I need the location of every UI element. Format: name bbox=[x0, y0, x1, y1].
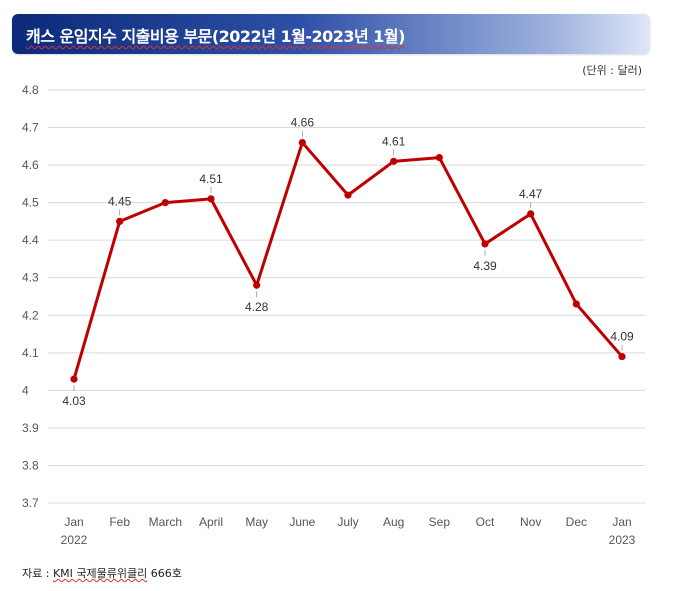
x-tick-label: Feb bbox=[109, 515, 130, 529]
x-tick-label: June bbox=[289, 515, 315, 529]
source-prefix: 자료 : bbox=[22, 567, 53, 580]
y-tick-label: 3.9 bbox=[22, 421, 39, 435]
x-tick-label: April bbox=[199, 515, 223, 529]
x-tick-label: Jan bbox=[612, 515, 631, 529]
y-tick-label: 3.7 bbox=[22, 496, 39, 510]
data-point bbox=[618, 352, 626, 361]
x-tick-year-label: 2023 bbox=[609, 533, 636, 547]
y-tick-label: 4.4 bbox=[22, 233, 39, 247]
data-point bbox=[572, 300, 580, 308]
data-point bbox=[161, 199, 169, 207]
data-point bbox=[70, 375, 78, 383]
y-tick-label: 4.1 bbox=[22, 346, 39, 360]
x-tick-label: Aug bbox=[383, 515, 404, 529]
data-point bbox=[527, 210, 535, 218]
data-point bbox=[116, 217, 124, 226]
x-tick-label: Oct bbox=[476, 515, 495, 529]
data-label: 4.03 bbox=[62, 394, 86, 408]
data-label: 4.47 bbox=[519, 187, 543, 201]
x-tick-label: Jan bbox=[64, 515, 83, 529]
data-point bbox=[298, 138, 306, 147]
chart-title: 캐스 운임지수 지출비용 부문(2022년 1월-2023년 1월) bbox=[26, 27, 405, 46]
y-tick-label: 4.2 bbox=[22, 308, 39, 322]
data-point bbox=[207, 195, 215, 203]
y-tick-label: 3.8 bbox=[22, 458, 39, 472]
source-suffix: 666호 bbox=[147, 567, 182, 580]
unit-label: (단위 : 달러) bbox=[582, 64, 642, 77]
data-label: 4.39 bbox=[473, 259, 497, 273]
y-tick-label: 4.7 bbox=[22, 121, 39, 135]
data-label: 4.66 bbox=[291, 116, 315, 130]
y-tick-label: 4.8 bbox=[22, 83, 39, 97]
x-tick-label: Nov bbox=[520, 515, 541, 529]
y-tick-label: 4 bbox=[22, 383, 29, 397]
x-tick-label: May bbox=[245, 515, 268, 529]
data-point bbox=[344, 191, 352, 199]
x-tick-label: March bbox=[149, 515, 182, 529]
chart-title-bar: 캐스 운임지수 지출비용 부문(2022년 1월-2023년 1월) bbox=[12, 14, 650, 54]
source-name: KMI 국제물류위클리 bbox=[52, 567, 148, 580]
x-tick-label: Dec bbox=[566, 515, 587, 529]
source-note: 자료 : KMI 국제물류위클리 666호 bbox=[22, 565, 182, 581]
data-point bbox=[481, 240, 489, 248]
y-tick-label: 4.5 bbox=[22, 196, 39, 210]
data-label: 4.51 bbox=[199, 172, 223, 186]
series-line bbox=[72, 141, 624, 381]
data-point bbox=[253, 281, 261, 289]
data-label: 4.28 bbox=[245, 300, 269, 314]
x-tick-label: Sep bbox=[429, 515, 451, 529]
x-tick-label: July bbox=[337, 515, 358, 529]
x-tick-year-label: 2022 bbox=[61, 533, 88, 547]
data-label: 4.45 bbox=[108, 194, 132, 208]
data-point bbox=[435, 153, 443, 162]
data-point bbox=[390, 157, 398, 165]
data-label: 4.09 bbox=[610, 330, 634, 344]
y-tick-label: 4.3 bbox=[22, 271, 39, 285]
y-tick-label: 4.6 bbox=[22, 158, 39, 172]
data-label: 4.61 bbox=[382, 134, 406, 148]
